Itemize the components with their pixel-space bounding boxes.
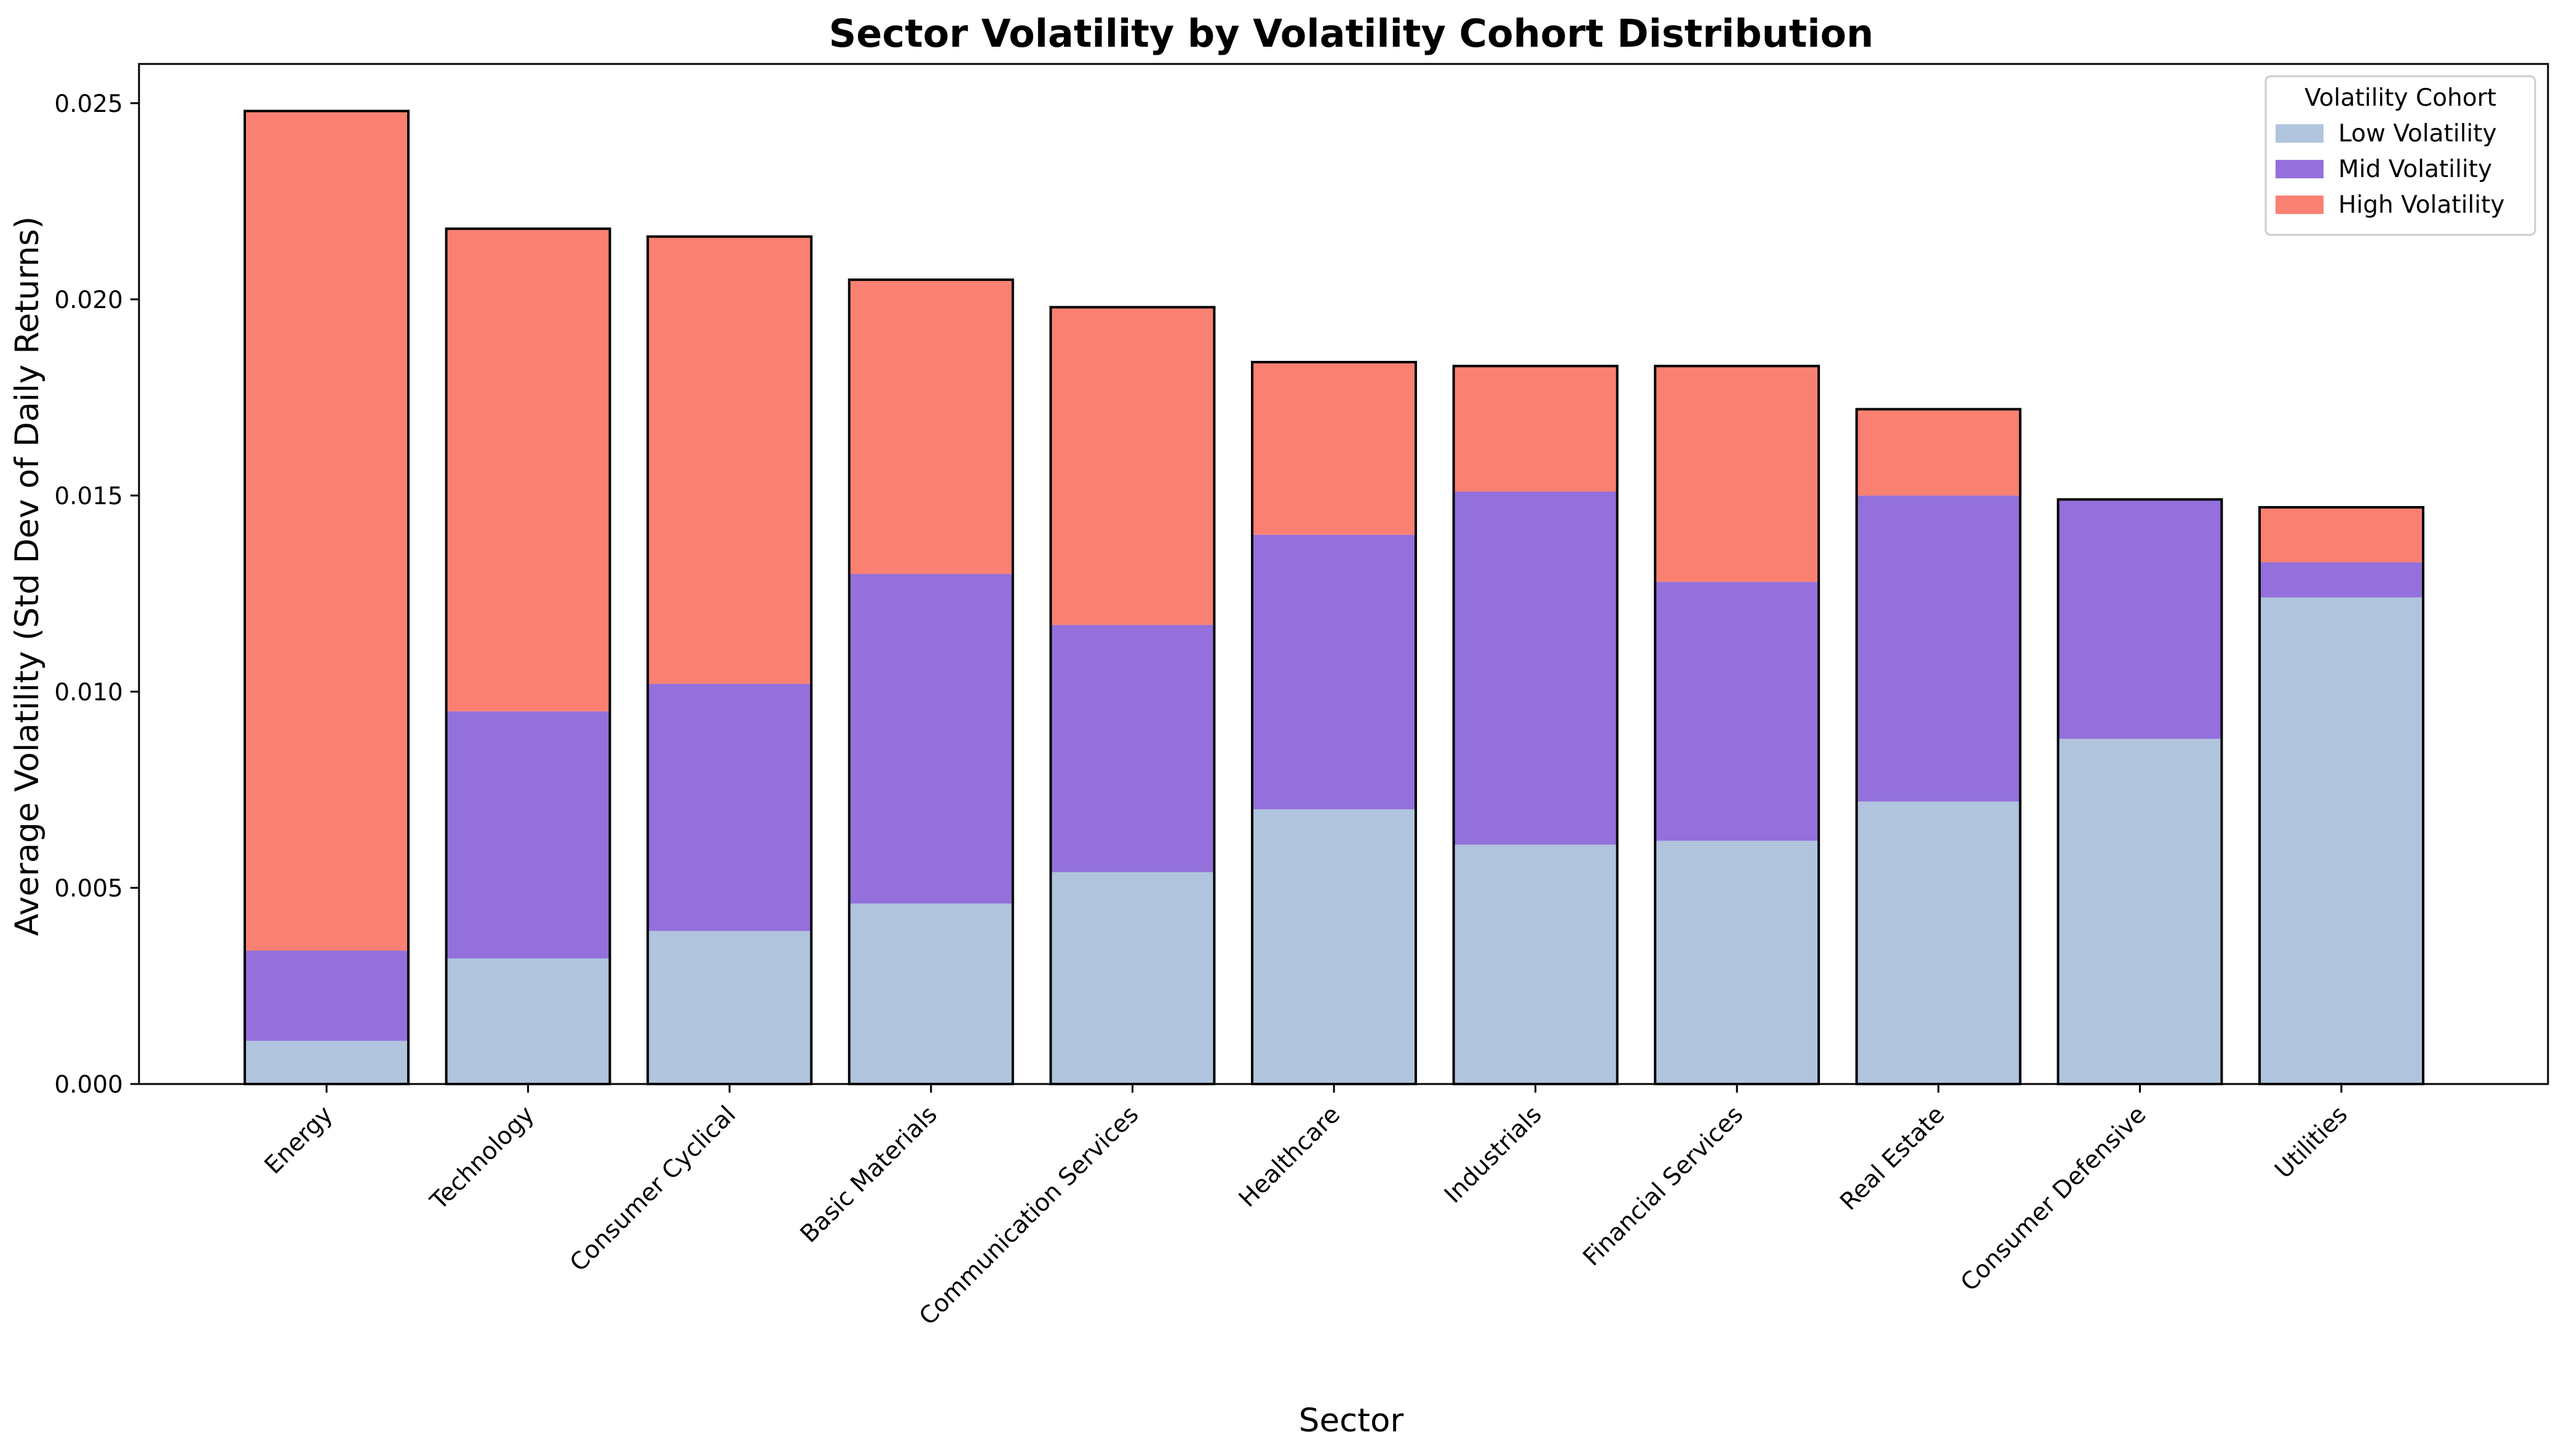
- bar-segment-mid-volatility: [2260, 562, 2423, 598]
- bar-segment-low-volatility: [2260, 597, 2423, 1084]
- bar-segment-high-volatility: [446, 228, 610, 711]
- bar-segment-mid-volatility: [849, 574, 1013, 904]
- bar-segment-high-volatility: [1453, 366, 1617, 492]
- legend: Volatility Cohort Low Volatility Mid Volat…: [2264, 75, 2536, 236]
- legend-item-label: High Volatility: [2338, 191, 2504, 219]
- x-axis-label: Sector: [1299, 1402, 1404, 1439]
- bar-segment-mid-volatility: [1655, 582, 1819, 841]
- bar-segment-low-volatility: [1655, 841, 1819, 1084]
- bar-segment-low-volatility: [245, 1040, 408, 1084]
- legend-box: [2264, 75, 2536, 236]
- bar-segment-mid-volatility: [245, 951, 408, 1041]
- bar-segment-low-volatility: [446, 958, 610, 1084]
- bar-segment-mid-volatility: [2058, 499, 2222, 739]
- y-tick-label: 0.010: [54, 679, 123, 706]
- legend-title: Volatility Cohort: [2304, 84, 2496, 112]
- y-tick-label: 0.020: [54, 287, 123, 314]
- legend-item-label: Low Volatility: [2338, 120, 2497, 148]
- bar-segment-mid-volatility: [1453, 491, 1617, 845]
- bar-segment-mid-volatility: [648, 684, 812, 932]
- y-tick-label: 0.000: [54, 1071, 123, 1099]
- bar-segment-low-volatility: [849, 903, 1013, 1084]
- bar-segment-low-volatility: [1252, 809, 1416, 1084]
- bar-segment-high-volatility: [648, 236, 812, 684]
- bar-segment-low-volatility: [2058, 738, 2222, 1084]
- bar-segment-low-volatility: [1453, 844, 1617, 1084]
- bar-segment-high-volatility: [1655, 366, 1819, 582]
- bar-segment-low-volatility: [1856, 801, 2020, 1084]
- bar-segment-high-volatility: [1856, 409, 2020, 496]
- bar-segment-high-volatility: [2260, 507, 2423, 563]
- y-tick-label: 0.015: [54, 483, 123, 510]
- chart-title: Sector Volatility by Volatility Cohort D…: [829, 11, 1874, 56]
- bar-segment-mid-volatility: [1856, 495, 2020, 802]
- legend-swatch: [2276, 160, 2324, 178]
- bar-segment-high-volatility: [849, 279, 1013, 574]
- bar-segment-low-volatility: [1050, 872, 1215, 1084]
- bar-segment-mid-volatility: [1252, 534, 1416, 810]
- bar-segment-mid-volatility: [446, 711, 610, 959]
- bar-segment-high-volatility: [1050, 307, 1215, 625]
- bar-segment-mid-volatility: [1050, 625, 1215, 872]
- legend-swatch: [2276, 196, 2324, 214]
- y-axis-label: Average Volatility (Std Dev of Daily Ret…: [9, 216, 46, 936]
- y-tick-label: 0.025: [54, 90, 123, 118]
- legend-swatch: [2276, 124, 2324, 143]
- bar-segment-high-volatility: [245, 111, 408, 951]
- bars-layer: [244, 109, 2424, 1086]
- y-tick-label: 0.005: [54, 875, 123, 903]
- legend-item-label: Mid Volatility: [2338, 156, 2492, 183]
- bar-segment-low-volatility: [648, 931, 812, 1084]
- bar-segment-high-volatility: [1252, 362, 1416, 535]
- plot-frame: [138, 63, 2549, 1085]
